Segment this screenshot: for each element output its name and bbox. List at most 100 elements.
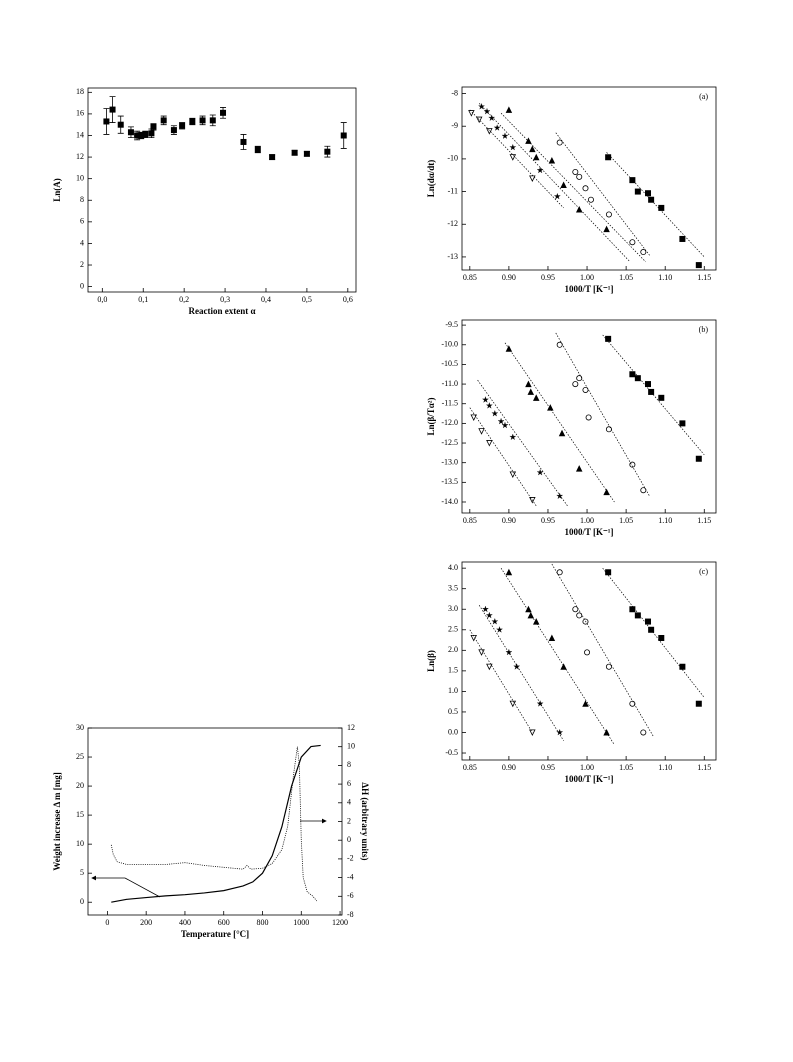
y2-tick-label: -2 bbox=[347, 854, 354, 863]
y-tick-label: 5 bbox=[80, 868, 84, 877]
marker bbox=[468, 110, 475, 117]
y2-tick-label: 2 bbox=[347, 816, 351, 825]
marker bbox=[679, 235, 686, 242]
marker bbox=[629, 177, 636, 184]
marker bbox=[150, 123, 157, 130]
y-tick-label: 1.0 bbox=[448, 686, 458, 695]
marker bbox=[603, 488, 610, 496]
marker bbox=[605, 335, 612, 342]
y-tick-label: -12.0 bbox=[441, 418, 458, 427]
marker bbox=[556, 728, 564, 736]
y-tick-label: 15 bbox=[76, 810, 84, 819]
marker bbox=[527, 388, 535, 395]
x-tick-label: 1.15 bbox=[697, 516, 711, 525]
fit-line bbox=[478, 604, 564, 741]
marker bbox=[117, 121, 124, 128]
x-tick-label: 0.85 bbox=[463, 763, 477, 772]
y-tick-label: 2.0 bbox=[448, 645, 458, 654]
marker bbox=[303, 150, 310, 157]
marker bbox=[558, 429, 566, 437]
y2-tick-label: 8 bbox=[347, 760, 351, 769]
marker bbox=[536, 166, 544, 174]
y-axis-label: Ln(A) bbox=[52, 178, 62, 202]
y-tick-label: -10.0 bbox=[441, 340, 458, 349]
marker bbox=[576, 612, 583, 619]
marker bbox=[572, 606, 579, 613]
marker bbox=[509, 471, 517, 478]
x-axis-label: 1000/T [K⁻¹] bbox=[564, 284, 613, 294]
y-tick-label: -10.5 bbox=[441, 359, 458, 368]
marker bbox=[658, 394, 665, 401]
x-tick-label: 0,1 bbox=[138, 295, 148, 304]
marker bbox=[572, 168, 579, 175]
marker bbox=[695, 262, 702, 269]
marker bbox=[127, 129, 134, 136]
x-tick-label: 0,0 bbox=[97, 295, 107, 304]
x-tick-label: 1.05 bbox=[619, 273, 633, 282]
marker bbox=[142, 131, 149, 138]
marker bbox=[634, 375, 641, 382]
marker bbox=[532, 394, 540, 401]
marker bbox=[645, 190, 652, 197]
marker bbox=[605, 211, 612, 218]
marker bbox=[199, 117, 206, 124]
marker bbox=[103, 118, 110, 125]
y-tick-label: -12 bbox=[447, 219, 458, 228]
y-tick-label: -12.5 bbox=[441, 438, 458, 447]
marker bbox=[478, 428, 485, 435]
panel-label: (b) bbox=[699, 325, 709, 334]
marker bbox=[509, 700, 517, 708]
fit-line bbox=[551, 563, 654, 737]
marker bbox=[582, 618, 589, 625]
fit-line bbox=[504, 342, 615, 503]
marker bbox=[536, 468, 544, 476]
marker bbox=[485, 611, 493, 619]
marker bbox=[501, 421, 509, 429]
marker bbox=[575, 206, 583, 213]
y-tick-label: 18 bbox=[76, 87, 84, 96]
marker bbox=[582, 185, 589, 192]
y-axis-label: Ln(β/Tα²) bbox=[426, 398, 436, 436]
marker bbox=[645, 618, 652, 625]
marker bbox=[482, 605, 489, 613]
marker bbox=[486, 128, 493, 135]
marker bbox=[548, 634, 556, 641]
marker bbox=[497, 417, 505, 425]
marker bbox=[505, 345, 513, 352]
y-tick-label: 0 bbox=[80, 897, 84, 906]
y-tick-label: 20 bbox=[76, 781, 84, 790]
marker bbox=[179, 122, 186, 129]
plot-frame bbox=[461, 319, 717, 514]
y2-tick-label: 12 bbox=[347, 723, 355, 732]
marker bbox=[324, 148, 331, 155]
y-tick-label: 3.0 bbox=[448, 604, 458, 613]
marker bbox=[529, 729, 536, 736]
x-tick-label: 0,5 bbox=[302, 295, 312, 304]
marker bbox=[532, 153, 540, 161]
marker bbox=[470, 634, 477, 642]
fit-line bbox=[555, 332, 650, 497]
marker bbox=[629, 371, 636, 378]
marker bbox=[634, 188, 641, 195]
x-tick-label: 0 bbox=[105, 918, 109, 927]
marker bbox=[220, 109, 227, 116]
y-tick-label: -11.0 bbox=[442, 379, 458, 388]
marker bbox=[478, 102, 485, 110]
marker bbox=[605, 426, 612, 433]
marker bbox=[645, 381, 652, 388]
y-tick-label: 8 bbox=[80, 195, 84, 204]
y2-axis-label: ΔH (arbitrary units) bbox=[360, 782, 370, 860]
marker bbox=[491, 409, 499, 417]
y-tick-label: -9.5 bbox=[445, 320, 458, 329]
marker bbox=[160, 117, 167, 124]
y-tick-label: -13.0 bbox=[441, 458, 458, 467]
marker bbox=[634, 612, 641, 619]
marker bbox=[509, 154, 517, 161]
x-tick-label: 0,2 bbox=[179, 295, 189, 304]
marker bbox=[556, 341, 563, 348]
marker bbox=[679, 420, 686, 427]
marker bbox=[340, 132, 347, 139]
marker bbox=[269, 154, 276, 161]
x-tick-label: 1.15 bbox=[697, 763, 711, 772]
